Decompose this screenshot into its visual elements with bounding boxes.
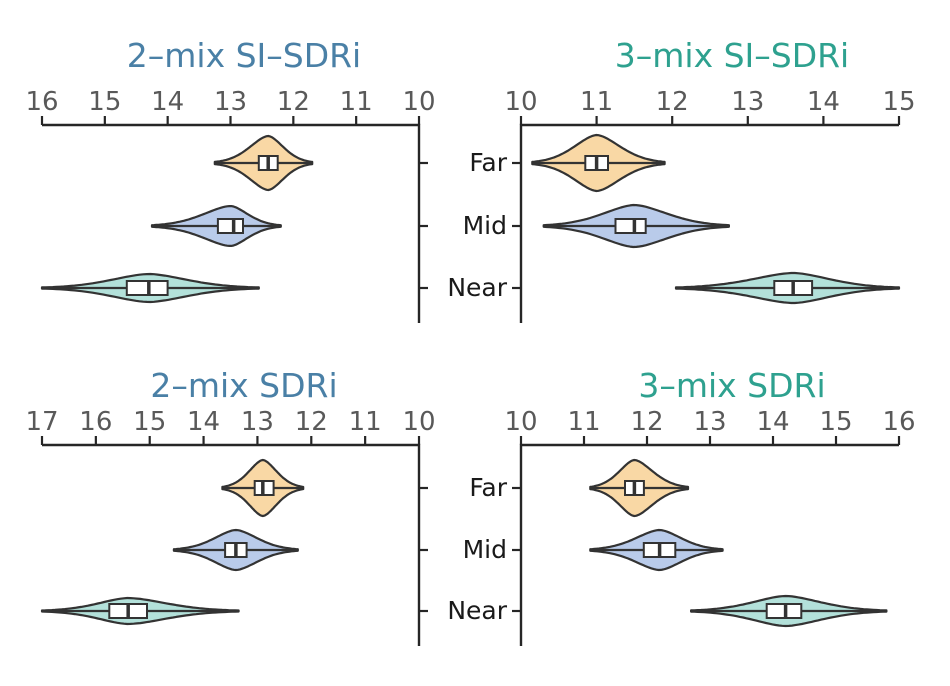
panel-title-2mix-sdri: 2–mix SDRi xyxy=(150,366,337,405)
x-tick-label: 11 xyxy=(340,87,373,117)
x-tick-label: 11 xyxy=(567,407,600,437)
x-tick-label: 14 xyxy=(187,407,220,437)
violin-group-far xyxy=(589,458,690,518)
x-tick-label: 16 xyxy=(882,407,915,437)
category-label-far: Far xyxy=(469,148,507,177)
violin-group-far xyxy=(221,458,305,518)
x-tick-label: 12 xyxy=(656,87,689,117)
x-tick-label: 13 xyxy=(214,87,247,117)
panel-2mix-sdri: 2–mix SDRi 17 16 15 14 13 12 11 10 xyxy=(25,366,436,646)
x-tick-label: 10 xyxy=(402,87,435,117)
x-tick-label: 10 xyxy=(504,87,537,117)
x-tick-label: 11 xyxy=(349,407,382,437)
iqr-box-mid xyxy=(216,218,244,234)
violin-group-far xyxy=(531,133,666,193)
violin-group-mid xyxy=(542,203,730,249)
x-tick-label: 17 xyxy=(25,407,58,437)
x-tick-label: 15 xyxy=(133,407,166,437)
iqr-box-mid xyxy=(614,218,647,234)
x-tick-label: 13 xyxy=(241,407,274,437)
panel-3mix-sdri: 3–mix SDRi 10 11 12 13 14 15 16 Far Mid Near xyxy=(447,366,916,646)
x-tick-label: 13 xyxy=(731,87,764,117)
category-label-near: Near xyxy=(447,596,507,625)
violin-group-mid xyxy=(150,205,282,247)
x-tick-label: 16 xyxy=(79,407,112,437)
x-tick-label: 15 xyxy=(88,87,121,117)
x-tick-label: 15 xyxy=(882,87,915,117)
x-tick-label: 16 xyxy=(25,87,58,117)
violin-group-far xyxy=(213,134,314,192)
x-tick-label: 12 xyxy=(630,407,663,437)
x-tick-label: 14 xyxy=(756,407,789,437)
panel-title-3mix-si-sdri: 3–mix SI–SDRi xyxy=(615,36,849,75)
x-tick-label: 14 xyxy=(807,87,840,117)
violin-group-near xyxy=(674,271,901,305)
x-tick-label: 15 xyxy=(819,407,852,437)
x-tick-label: 12 xyxy=(295,407,328,437)
x-tick-label: 11 xyxy=(580,87,613,117)
violin-group-mid xyxy=(172,528,299,572)
violin-group-near xyxy=(40,596,240,626)
x-tick-label: 12 xyxy=(277,87,310,117)
category-label-mid: Mid xyxy=(463,211,507,240)
violin-group-near xyxy=(40,272,260,304)
violin-group-mid xyxy=(589,528,724,572)
panel-title-2mix-si-sdri: 2–mix SI–SDRi xyxy=(127,36,361,75)
panel-3mix-si-sdri: 3–mix SI–SDRi 10 11 12 13 14 15 Far Mid Near xyxy=(447,36,916,323)
category-label-far: Far xyxy=(469,473,507,502)
x-tick-label: 10 xyxy=(504,407,537,437)
x-tick-label: 13 xyxy=(693,407,726,437)
panel-2mix-si-sdri: 2–mix SI–SDRi 16 15 14 13 12 11 10 xyxy=(25,36,436,323)
x-tick-label: 14 xyxy=(151,87,184,117)
violin-group-near xyxy=(690,594,888,628)
category-label-mid: Mid xyxy=(463,535,507,564)
category-label-near: Near xyxy=(447,273,507,302)
panel-title-3mix-sdri: 3–mix SDRi xyxy=(638,366,825,405)
x-tick-label: 10 xyxy=(402,407,435,437)
